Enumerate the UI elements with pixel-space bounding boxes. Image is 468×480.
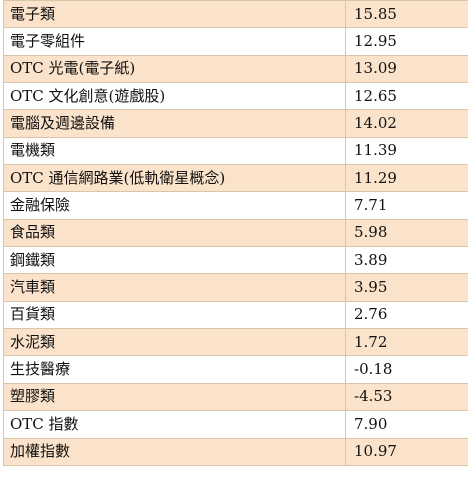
table-row: 電子零組件 12.95 (3, 27, 468, 56)
sector-value-cell: 7.90 (345, 410, 468, 439)
sector-name: 加權指數 (3, 437, 346, 466)
sector-value: 12.95 (354, 32, 397, 51)
table-row: 生技醫療 -0.18 (3, 355, 468, 384)
sector-value: 13.09 (354, 59, 397, 78)
sector-name: 塑膠類 (3, 382, 346, 412)
sector-name: 食品類 (3, 218, 346, 248)
sector-value: -4.53 (354, 387, 393, 406)
sector-value: 1.72 (354, 332, 388, 351)
sector-value: 11.39 (354, 141, 397, 160)
table-row: 汽車類 3.95 (3, 273, 468, 302)
sector-value: 10.97 (354, 442, 397, 461)
table-row: OTC 指數 7.90 (3, 410, 468, 439)
sector-value-cell: 3.95 (345, 273, 468, 302)
sector-value: 12.65 (354, 86, 397, 105)
sector-value-cell: 12.95 (345, 27, 468, 56)
sector-name: 百貨類 (3, 300, 346, 330)
sector-value: 14.02 (354, 114, 397, 133)
sector-name: OTC 光電(電子紙) (3, 54, 346, 84)
table-row: 食品類 5.98 (3, 218, 468, 248)
sector-name: 電子零組件 (3, 27, 346, 56)
table-row: OTC 文化創意(遊戲股) 12.65 (3, 82, 468, 111)
sector-value: 7.71 (354, 196, 388, 215)
sector-value: 3.89 (354, 250, 388, 269)
table-row: 金融保險 7.71 (3, 191, 468, 220)
sector-name: 水泥類 (3, 328, 346, 357)
sector-value: 3.95 (354, 278, 388, 297)
sector-name: 電機類 (3, 136, 346, 166)
sector-value-cell: 11.29 (345, 164, 468, 193)
sector-value-cell: 7.71 (345, 191, 468, 220)
sector-value: 7.90 (354, 414, 388, 433)
sector-value-cell: -0.18 (345, 355, 468, 384)
table-row: OTC 光電(電子紙) 13.09 (3, 54, 468, 84)
sector-value-cell: 14.02 (345, 109, 468, 138)
table-row: 電機類 11.39 (3, 136, 468, 166)
sector-value: 11.29 (354, 168, 397, 187)
sector-value-cell: 10.97 (345, 437, 468, 466)
table-row: OTC 通信網路業(低軌衛星概念) 11.29 (3, 164, 468, 193)
table-row: 鋼鐵類 3.89 (3, 246, 468, 275)
sector-value-cell: 15.85 (345, 0, 468, 29)
table-row: 水泥類 1.72 (3, 328, 468, 357)
table-row: 塑膠類 -4.53 (3, 382, 468, 412)
sector-name: OTC 指數 (3, 410, 346, 439)
table-row: 電子類 15.85 (3, 0, 468, 29)
sector-name: 電腦及週邊設備 (3, 109, 346, 138)
sector-name: OTC 通信網路業(低軌衛星概念) (3, 164, 346, 193)
sector-name: 汽車類 (3, 273, 346, 302)
table-row: 電腦及週邊設備 14.02 (3, 109, 468, 138)
sector-name: 生技醫療 (3, 355, 346, 384)
sector-value-cell: -4.53 (345, 382, 468, 412)
sector-value-cell: 11.39 (345, 136, 468, 166)
table-row: 加權指數 10.97 (3, 437, 468, 466)
sector-name: 電子類 (3, 0, 346, 29)
sector-value: 15.85 (354, 4, 397, 23)
sector-name: OTC 文化創意(遊戲股) (3, 82, 346, 111)
sector-value-cell: 3.89 (345, 246, 468, 275)
sector-value: -0.18 (354, 360, 393, 379)
sector-performance-table: 電子類 15.85 電子零組件 12.95 OTC 光電(電子紙) 13.09 … (3, 0, 468, 466)
sector-value-cell: 13.09 (345, 54, 468, 84)
sector-value: 5.98 (354, 223, 388, 242)
table-body: 電子類 15.85 電子零組件 12.95 OTC 光電(電子紙) 13.09 … (3, 0, 468, 466)
sector-value-cell: 1.72 (345, 328, 468, 357)
sector-name: 鋼鐵類 (3, 246, 346, 275)
sector-value: 2.76 (354, 305, 388, 324)
sector-performance-table-container: 電子類 15.85 電子零組件 12.95 OTC 光電(電子紙) 13.09 … (3, 0, 468, 466)
sector-value-cell: 2.76 (345, 300, 468, 330)
table-row: 百貨類 2.76 (3, 300, 468, 330)
sector-name: 金融保險 (3, 191, 346, 220)
sector-value-cell: 5.98 (345, 218, 468, 248)
sector-value-cell: 12.65 (345, 82, 468, 111)
